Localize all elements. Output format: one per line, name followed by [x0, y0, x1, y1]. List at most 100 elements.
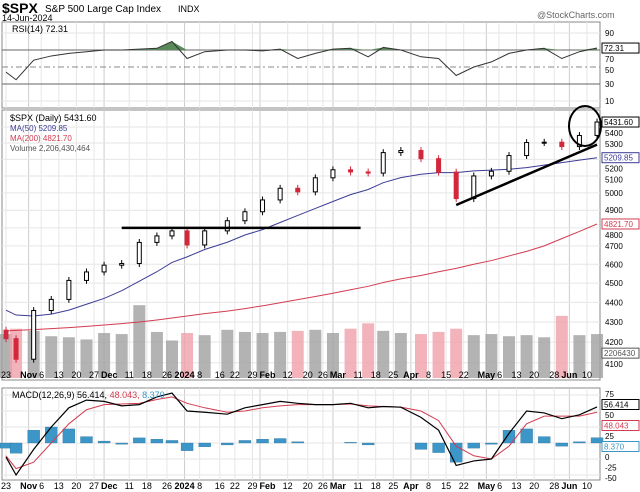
macd-histogram-bar — [27, 430, 40, 444]
candle — [594, 121, 600, 136]
x-tick-label: 8 — [426, 370, 431, 380]
macd-histogram-bar — [180, 442, 194, 451]
candle — [524, 142, 530, 157]
x-tick-label: Jun — [561, 481, 577, 491]
candle — [277, 187, 283, 201]
x-tick-label: Feb — [259, 481, 276, 491]
macd-histogram-bar — [150, 439, 164, 444]
histogram-value-tag-box — [601, 441, 640, 452]
x-tick-label: 26 — [162, 370, 172, 380]
macd-legend: MACD(12,26,9) 56.414, 48.043, 8.370 — [12, 390, 165, 400]
x-tick-label: 28 — [549, 481, 559, 491]
x-tick-label: 13 — [54, 370, 64, 380]
candle — [295, 187, 301, 193]
macd-histogram-bar — [221, 442, 234, 446]
x-tick-label: 20 — [529, 481, 539, 491]
x-tick-label: 20 — [303, 481, 313, 491]
x-tick-label: 12 — [283, 481, 293, 491]
volume-bar — [62, 337, 75, 378]
histogram-value-tag: 8.370 — [604, 443, 625, 452]
price-tick-label: 5000 — [605, 189, 623, 198]
price-tick-label: 4800 — [605, 231, 623, 240]
x-tick-label: 11 — [125, 370, 134, 380]
macd-histogram-bar — [238, 440, 252, 444]
macd-histogram-bar — [538, 436, 551, 444]
rsi-tick-label: 50 — [605, 66, 614, 75]
candle — [348, 169, 354, 173]
volume-bar — [165, 340, 178, 378]
candle — [488, 170, 494, 177]
x-tick-label: 10 — [582, 370, 592, 380]
index-name: S&P 500 Large Cap Index — [45, 4, 161, 15]
volume-bar — [573, 335, 586, 378]
candle — [260, 199, 266, 213]
volume-bar — [45, 336, 58, 378]
price-tick-label: 4200 — [605, 338, 623, 347]
macd-tick-label: 75 — [605, 390, 614, 399]
volume-bar — [115, 334, 128, 378]
x-tick-label: 18 — [142, 481, 152, 491]
x-tick-label: 6 — [497, 481, 502, 491]
ma200-value-tag: 4821.70 — [604, 220, 633, 229]
rsi-tick-label: 10 — [605, 97, 614, 106]
volume-value-tag: 2206430 — [604, 349, 636, 358]
price-value-tag-box — [601, 116, 640, 128]
volume-bar — [238, 331, 251, 378]
volume-bar — [198, 335, 211, 378]
symbol: $SPX — [2, 0, 38, 16]
candle — [83, 271, 89, 281]
volume-bar — [309, 329, 322, 378]
candle — [66, 279, 72, 300]
x-tick-label: 15 — [441, 481, 451, 491]
candle — [119, 263, 125, 266]
candle — [154, 235, 160, 243]
x-tick-label: May — [478, 481, 496, 491]
candle — [559, 141, 565, 148]
x-tick-label: 20 — [303, 370, 313, 380]
x-tick-label: Feb — [259, 370, 276, 380]
candle — [184, 230, 190, 246]
macd-histogram-bar — [273, 438, 287, 444]
volume-bar — [291, 330, 304, 378]
x-tick-label: 27 — [89, 370, 99, 380]
x-tick-label: 18 — [142, 370, 152, 380]
price-tick-label: 5400 — [605, 129, 623, 138]
macd-histogram-bar — [62, 428, 76, 444]
ma-line — [5, 157, 598, 317]
x-tick-label: 28 — [549, 370, 559, 380]
exchange: INDX — [178, 4, 200, 14]
ma200-legend: MA(200) 4821.70 — [10, 134, 72, 143]
volume-bar — [467, 335, 480, 378]
macd-tick-label: 25 — [605, 432, 614, 441]
signal-value-tag-box — [601, 420, 640, 431]
macd-histogram-bar — [256, 439, 269, 444]
x-tick-label: 11 — [353, 481, 362, 491]
macd-histogram-bar — [590, 437, 604, 444]
macd-histogram-bar — [9, 442, 23, 454]
x-tick-label: 6 — [497, 370, 502, 380]
panel-2 — [1, 387, 601, 481]
candle — [380, 152, 386, 174]
rsi-tick-label: 70 — [605, 55, 614, 64]
x-tick-label: 29 — [247, 481, 257, 491]
volume-bar — [555, 315, 568, 378]
candle — [541, 141, 547, 144]
macd-histogram-bar — [198, 442, 211, 447]
volume-value-tag-box — [601, 347, 640, 359]
signal-value-tag: 48.043 — [604, 422, 629, 431]
chart-date: 14-Jun-2024 — [2, 13, 53, 23]
candle — [224, 220, 230, 232]
price-tick-label: 4400 — [605, 298, 623, 307]
price-tick-label: 4600 — [605, 260, 623, 269]
x-tick-label: 22 — [230, 370, 240, 380]
candle — [31, 310, 37, 360]
candle — [365, 171, 371, 174]
x-tick-label: 8 — [426, 481, 431, 491]
volume-bar — [274, 331, 287, 378]
x-tick-label: Dec — [101, 481, 118, 491]
macd-histogram-bar — [432, 442, 445, 453]
candle — [312, 177, 318, 193]
x-tick-label: 2024 — [175, 481, 195, 491]
volume-bar — [221, 329, 234, 378]
ma50-value-tag: 5209.85 — [604, 154, 633, 163]
